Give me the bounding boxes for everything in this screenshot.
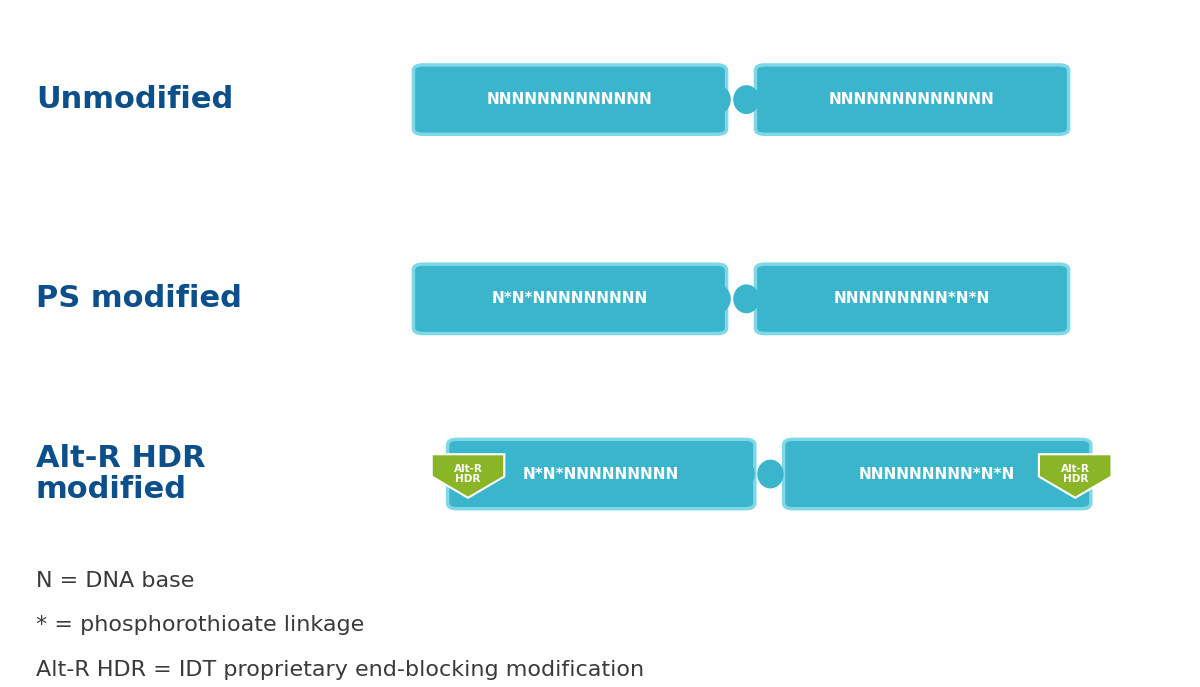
Text: Alt-R
HDR: Alt-R HDR [1061, 464, 1090, 484]
FancyBboxPatch shape [413, 65, 726, 134]
Ellipse shape [757, 460, 784, 488]
Text: NNNNNNNNNNNNN: NNNNNNNNNNNNN [829, 92, 995, 107]
Polygon shape [432, 454, 504, 498]
Text: Alt-R
HDR: Alt-R HDR [454, 464, 482, 484]
FancyBboxPatch shape [448, 440, 755, 508]
FancyBboxPatch shape [413, 264, 726, 334]
Ellipse shape [762, 85, 788, 114]
Text: N*N*NNNNNNNNN: N*N*NNNNNNNNN [523, 466, 679, 482]
Ellipse shape [704, 284, 731, 313]
Ellipse shape [762, 284, 788, 313]
Polygon shape [1039, 454, 1111, 498]
Text: N = DNA base: N = DNA base [36, 570, 194, 591]
Text: Alt-R HDR
modified: Alt-R HDR modified [36, 444, 205, 504]
Ellipse shape [704, 85, 731, 114]
Ellipse shape [733, 85, 760, 114]
Text: NNNNNNNNNNNNN: NNNNNNNNNNNNN [487, 92, 653, 107]
Text: NNNNNNNNN*N*N: NNNNNNNNN*N*N [834, 291, 990, 306]
Text: Alt-R HDR = IDT proprietary end-blocking modification: Alt-R HDR = IDT proprietary end-blocking… [36, 660, 644, 680]
FancyBboxPatch shape [756, 65, 1068, 134]
Text: N*N*NNNNNNNNN: N*N*NNNNNNNNN [492, 291, 648, 306]
Ellipse shape [733, 284, 760, 313]
Text: Unmodified: Unmodified [36, 85, 233, 114]
FancyBboxPatch shape [756, 264, 1068, 334]
Ellipse shape [786, 460, 812, 488]
Text: NNNNNNNNN*N*N: NNNNNNNNN*N*N [859, 466, 1015, 482]
Text: PS modified: PS modified [36, 284, 242, 313]
Ellipse shape [728, 460, 755, 488]
Text: * = phosphorothioate linkage: * = phosphorothioate linkage [36, 615, 365, 635]
FancyBboxPatch shape [784, 440, 1091, 508]
